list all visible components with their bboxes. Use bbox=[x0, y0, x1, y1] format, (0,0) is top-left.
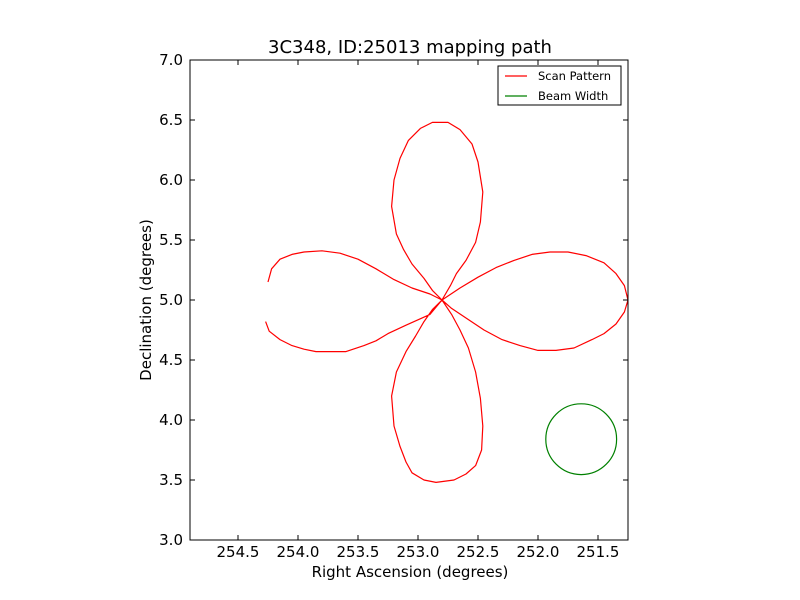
legend-label-scan: Scan Pattern bbox=[538, 69, 611, 83]
data-layer bbox=[265, 121, 628, 483]
y-axis-label: Declination (degrees) bbox=[137, 219, 155, 381]
y-tick-label: 4.0 bbox=[159, 411, 183, 429]
x-tick-label: 252.5 bbox=[457, 543, 500, 561]
x-tick-label: 251.5 bbox=[577, 543, 620, 561]
y-tick-label: 7.0 bbox=[159, 51, 183, 69]
y-tick-label: 5.5 bbox=[159, 231, 183, 249]
y-tick-label: 4.5 bbox=[159, 351, 183, 369]
y-tick-label: 6.5 bbox=[159, 111, 183, 129]
scan-pattern-line bbox=[265, 121, 628, 483]
beam-width-circle bbox=[545, 403, 618, 476]
legend-label-beam: Beam Width bbox=[538, 89, 608, 103]
ticks-layer: 254.5 254.0 253.5 253.0 252.5 252.0 251.5 3.0 3.… bbox=[159, 51, 628, 561]
y-tick-label: 3.5 bbox=[159, 471, 183, 489]
legend: Scan Pattern Beam Width bbox=[497, 65, 622, 106]
y-tick-label: 5.0 bbox=[159, 291, 183, 309]
x-tick-label: 253.5 bbox=[337, 543, 380, 561]
x-tick-label: 254.5 bbox=[217, 543, 260, 561]
legend-box bbox=[497, 65, 622, 106]
y-tick-label: 3.0 bbox=[159, 531, 183, 549]
x-tick-label: 253.0 bbox=[397, 543, 440, 561]
x-tick-label: 252.0 bbox=[517, 543, 560, 561]
x-axis-label: Right Ascension (degrees) bbox=[312, 563, 509, 581]
y-tick-label: 6.0 bbox=[159, 171, 183, 189]
x-tick-label: 254.0 bbox=[277, 543, 320, 561]
chart-title: 3C348, ID:25013 mapping path bbox=[268, 37, 552, 58]
